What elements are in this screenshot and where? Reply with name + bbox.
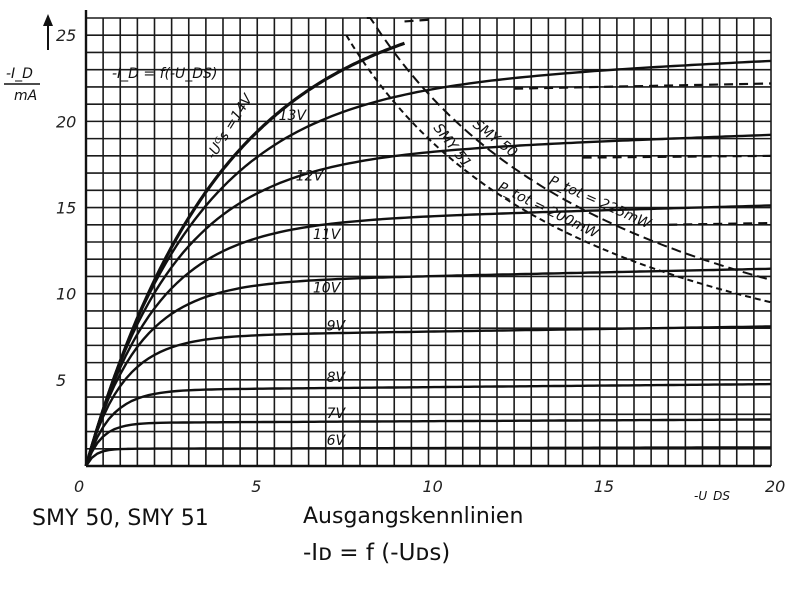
characteristic-curve	[85, 446, 771, 467]
chart-axes	[43, 10, 771, 468]
y-axis-label-unit: mA	[14, 88, 37, 104]
characteristic-curve	[84, 204, 772, 467]
x-tick-label: 0	[74, 477, 84, 496]
curve-label: 10V	[313, 280, 342, 296]
x-axis-label-quantity: -U_DS	[694, 489, 730, 500]
curve-extension-dashed	[668, 221, 772, 226]
characteristic-curve	[84, 418, 771, 467]
curve-label: 9V	[327, 318, 347, 334]
curve-label: 8V	[327, 370, 347, 386]
x-tick-label: 10	[423, 477, 443, 496]
y-tick-label: 20	[56, 112, 76, 131]
figure-title: Ausgangskennlinien	[303, 504, 524, 529]
curve-label: 11V	[313, 227, 342, 243]
y-tick-label: 15	[56, 199, 76, 218]
curve-label-14v: -Uᴳꜱ =14V	[204, 91, 257, 163]
y-axis-label-quantity: -I_D	[6, 66, 33, 82]
characteristic-curve	[84, 59, 772, 467]
curve-label: 12V	[296, 168, 325, 184]
y-tick-label: 5	[56, 371, 66, 390]
y-axis-arrowhead	[43, 14, 53, 26]
y-tick-label: 25	[56, 26, 76, 45]
curve-label: 7V	[327, 406, 347, 422]
curve-extension-dashed	[582, 154, 772, 159]
figure-formula: -Iᴅ = f (-Uᴅꜱ)	[303, 540, 451, 566]
characteristic-curve	[84, 325, 772, 467]
curve-extension-dashed	[404, 18, 429, 23]
characteristic-curve	[84, 382, 772, 467]
curve-label: 13V	[279, 108, 308, 124]
curve-extension-dashed	[514, 82, 772, 90]
characteristic-curve	[84, 267, 772, 467]
curve-label: 6V	[327, 433, 347, 449]
characteristic-curves	[84, 18, 772, 467]
inset-formula: -I_D = f(-U_DS)	[112, 66, 217, 82]
power-limit-curves	[345, 17, 772, 304]
x-tick-label: 15	[594, 477, 614, 496]
output-characteristics-chart: 0 5 10 15 20 5 10 15 20 25 13V 12V 11V 10V 9V 8V 7V 6V -Uᴳ…	[4, 10, 785, 500]
power-limit-smy-50	[366, 17, 772, 281]
device-models-caption: SMY 50, SMY 51	[32, 506, 209, 531]
characteristic-curve	[84, 133, 772, 467]
chart-grid	[85, 17, 772, 467]
x-tick-label: 20	[765, 477, 785, 496]
power-limit-smy-51	[345, 34, 772, 304]
x-tick-label: 5	[251, 477, 261, 496]
y-tick-label: 10	[56, 285, 76, 304]
